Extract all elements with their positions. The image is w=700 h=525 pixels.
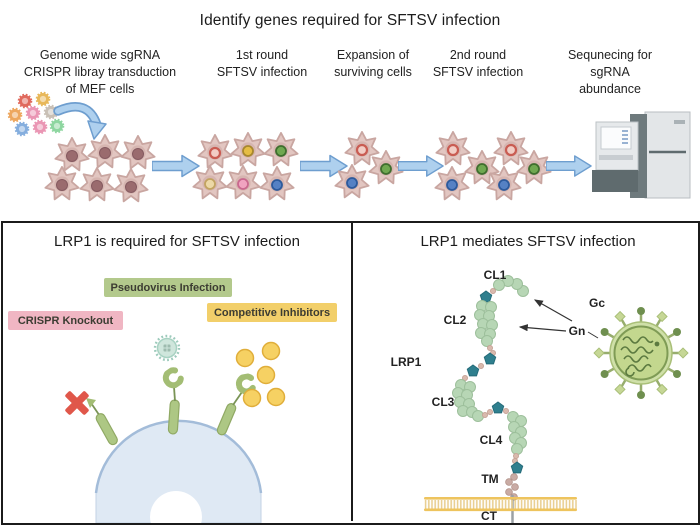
crispr-knockout-label: CRISPR Knockout: [8, 311, 123, 330]
lrp1-receptor-pseudovirus-icon: [163, 368, 182, 435]
workflow-step-2-label: 1st round SFTSV infection: [217, 47, 307, 81]
plasma-membrane-icon: [424, 497, 577, 512]
transduction-curved-arrow-icon: [53, 102, 107, 140]
step-5-line-1: Sequnecing for: [567, 48, 653, 62]
mef-cells-group-1: [44, 134, 156, 203]
tm-label: TM: [481, 472, 499, 486]
competitive-inhibitor-circles-icon: [235, 341, 286, 408]
lrp1-label: LRP1: [390, 355, 422, 369]
gc-label: Gc: [588, 296, 606, 310]
gn-label: Gn: [568, 324, 586, 338]
bottom-right-panel-title: LRP1 mediates SFTSV infection: [420, 233, 636, 250]
lrp1-receptor-knockout-icon: [65, 391, 118, 446]
cl4-label: CL4: [479, 433, 503, 447]
workflow-step-3-label: Expansion of surviving cells: [334, 47, 412, 81]
viral-rna-icon: [620, 336, 654, 377]
step-2-line-2: SFTSV infection: [216, 65, 308, 79]
bottom-left-panel-title: LRP1 is required for SFTSV infection: [54, 233, 300, 250]
figure-title: Identify genes required for SFTSV infect…: [199, 12, 501, 29]
cl2-label: CL2: [443, 313, 467, 327]
step-3-line-2: surviving cells: [334, 65, 412, 79]
flow-arrow-1-icon: [152, 154, 200, 178]
cl1-label: CL1: [483, 268, 507, 282]
knockout-x-icon: [65, 391, 89, 415]
cl3-label: CL3: [431, 395, 455, 409]
flow-arrow-4-icon: [546, 155, 592, 177]
step-4-line-1: 2nd round: [449, 48, 507, 62]
sftsv-virion-icon: [593, 307, 689, 399]
competitive-inhibitors-label: Competitive Inhibitors: [207, 303, 337, 322]
surviving-cells-group-3: [334, 131, 404, 199]
binding-arrows: [518, 299, 599, 339]
lrp1-chain-icon: [452, 275, 529, 523]
workflow-step-1-label: Genome wide sgRNA CRISPR libray transduc…: [24, 47, 176, 98]
cell-dome-icon: [94, 419, 263, 525]
pseudovirus-infection-label: Pseudovirus Infection: [104, 278, 232, 297]
sequencer-icon: [592, 111, 691, 199]
step-1-line-3: of MEF cells: [65, 82, 135, 96]
infected-cells-group-2: [192, 132, 299, 201]
expanded-cells-group-4: [434, 131, 552, 201]
ct-label: CT: [481, 509, 497, 523]
gn-spike-tips: [600, 307, 681, 399]
cell-nucleus-hole: [150, 491, 202, 525]
pseudovirus-icon: [153, 334, 181, 362]
step-4-line-2: SFTSV infection: [432, 65, 524, 79]
step-5-line-2: sgRNA abundance: [579, 65, 641, 96]
flow-arrow-3-icon: [398, 155, 444, 177]
lrp1-receptor-inhibitor-icon: [216, 376, 253, 436]
workflow-step-5-label: Sequnecing for sgRNA abundance: [565, 47, 655, 98]
step-3-line-1: Expansion of: [336, 48, 410, 62]
step-1-line-2: CRISPR libray transduction: [23, 65, 177, 79]
step-1-line-1: Genome wide sgRNA: [39, 48, 161, 62]
gc-spike-tips: [593, 310, 689, 396]
step-2-line-1: 1st round: [235, 48, 289, 62]
workflow-step-4-label: 2nd round SFTSV infection: [433, 47, 523, 81]
